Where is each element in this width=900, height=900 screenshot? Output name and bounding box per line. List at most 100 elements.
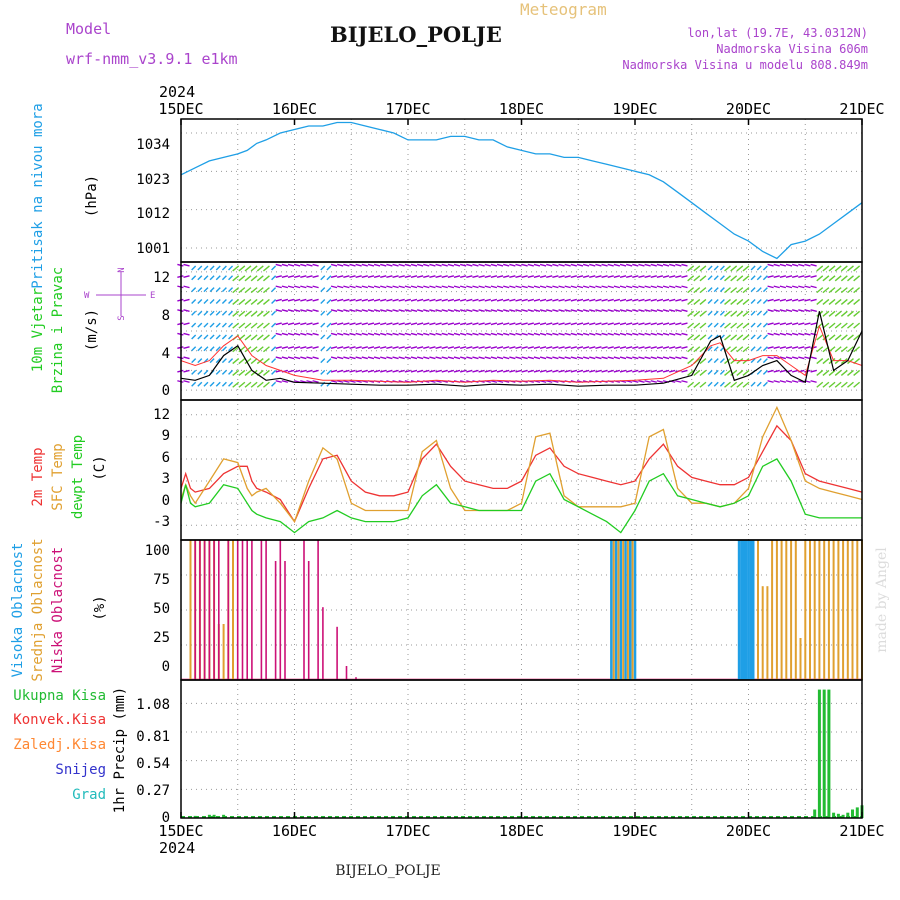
- wind-arrow: [582, 322, 590, 326]
- wind-arrow: [644, 356, 651, 360]
- wind-arrow: [693, 381, 701, 388]
- wind-arrow: [221, 298, 227, 304]
- wind-arrow: [687, 369, 695, 376]
- temperature-panel: [180, 405, 863, 534]
- wind-arrow: [669, 285, 676, 289]
- wind-arrow: [798, 380, 805, 383]
- wind-arrow: [699, 275, 707, 282]
- wind-arrow: [644, 322, 651, 326]
- wind-arrow: [681, 380, 688, 383]
- wind-arrow: [441, 356, 448, 360]
- wind-arrow: [730, 310, 738, 317]
- wind-arrow: [713, 275, 719, 281]
- wind-arrow: [539, 322, 547, 326]
- wind-arrow: [275, 275, 282, 278]
- wind-arrow: [367, 332, 375, 336]
- wind-arrow: [798, 285, 805, 289]
- wind-arrow: [373, 369, 381, 373]
- wind-arrow: [300, 298, 307, 302]
- wind-arrow: [669, 309, 676, 312]
- grid-lines: [181, 119, 862, 818]
- wind-arrow: [326, 346, 332, 352]
- wind-arrow: [681, 263, 688, 267]
- wind-arrow: [533, 298, 541, 302]
- bottom-date-label: 20DEC: [726, 822, 771, 840]
- wind-arrow: [447, 322, 455, 326]
- wind-arrow: [466, 356, 473, 360]
- wind-arrow: [191, 310, 197, 316]
- wind-arrow: [601, 322, 608, 326]
- wind-arrow: [582, 285, 590, 289]
- wind-arrow: [466, 285, 473, 289]
- wind-arrow: [453, 332, 461, 336]
- wind-arrow: [410, 298, 418, 302]
- wind-arrow: [834, 310, 842, 317]
- wind-arrow: [373, 322, 381, 326]
- wind-arrow: [484, 346, 491, 349]
- wind-arrow: [527, 263, 534, 267]
- wind-arrow: [183, 332, 190, 336]
- precip-hail-label: Grad: [72, 787, 106, 803]
- wind-arrow: [724, 334, 731, 341]
- wind-arrow: [300, 322, 307, 326]
- wind-arrow: [262, 334, 270, 341]
- wind-arrow: [693, 265, 701, 272]
- cloud-low-bar: [279, 540, 282, 680]
- wind-arrow: [656, 309, 664, 312]
- cloud-mid-bar: [790, 540, 793, 680]
- wind-arrow: [191, 369, 197, 375]
- wind-arrow: [337, 309, 344, 312]
- wind-arrow: [756, 334, 762, 340]
- wind-arrow: [398, 285, 405, 289]
- wind-arrow: [484, 369, 491, 373]
- wind-arrow: [767, 263, 774, 267]
- wind-arrow: [570, 332, 578, 336]
- wind-arrow: [373, 332, 381, 336]
- wind-arrow: [742, 369, 750, 376]
- precip-bar: [193, 815, 197, 818]
- wind-arrow: [361, 309, 368, 312]
- wind-arrow: [183, 275, 190, 278]
- wind-arrow: [779, 309, 787, 312]
- wind-arrow: [330, 356, 338, 360]
- wind-arrow: [527, 285, 534, 289]
- wind-arrow: [197, 322, 203, 328]
- wind-arrow: [662, 298, 670, 302]
- wind-arrow: [355, 332, 362, 336]
- wind-arrow: [496, 332, 504, 336]
- wind-arrow: [404, 309, 412, 312]
- wind-arrow: [447, 298, 455, 302]
- wind-arrow: [687, 346, 695, 353]
- wind-unit: (m/s): [84, 309, 100, 351]
- wind-arrow: [736, 275, 744, 282]
- wind-arrow: [484, 285, 491, 289]
- wind-arrow: [595, 369, 602, 373]
- wind-arrow: [699, 369, 707, 376]
- wind-arrow: [527, 275, 534, 278]
- wind-arrow: [337, 332, 344, 336]
- wind-arrow: [441, 298, 448, 302]
- wind-arrow: [713, 358, 719, 364]
- wind-arrow: [256, 287, 264, 294]
- wind-arrow: [410, 275, 418, 278]
- wind-arrow: [459, 356, 467, 360]
- wind-arrow: [650, 275, 657, 278]
- wind-arrow: [294, 332, 301, 336]
- wind-arrow: [828, 298, 836, 305]
- wind-arrow: [355, 322, 362, 326]
- wind-arrow: [294, 263, 301, 267]
- wind-arrow: [392, 309, 399, 312]
- wind-arrow: [638, 346, 645, 349]
- wind-arrow: [281, 275, 289, 278]
- wind-arrow: [262, 310, 270, 317]
- wind-arrow: [558, 332, 565, 336]
- wind-arrow: [767, 380, 774, 383]
- wind-arrow: [275, 309, 282, 312]
- wind-arrow: [656, 380, 664, 383]
- pressure-tick: 1012: [136, 206, 170, 222]
- wind-arrow: [791, 346, 799, 349]
- wind-arrow: [238, 287, 246, 294]
- wind-arrow: [853, 369, 861, 376]
- wind-arrow: [337, 275, 344, 278]
- wind-arrow: [638, 332, 645, 336]
